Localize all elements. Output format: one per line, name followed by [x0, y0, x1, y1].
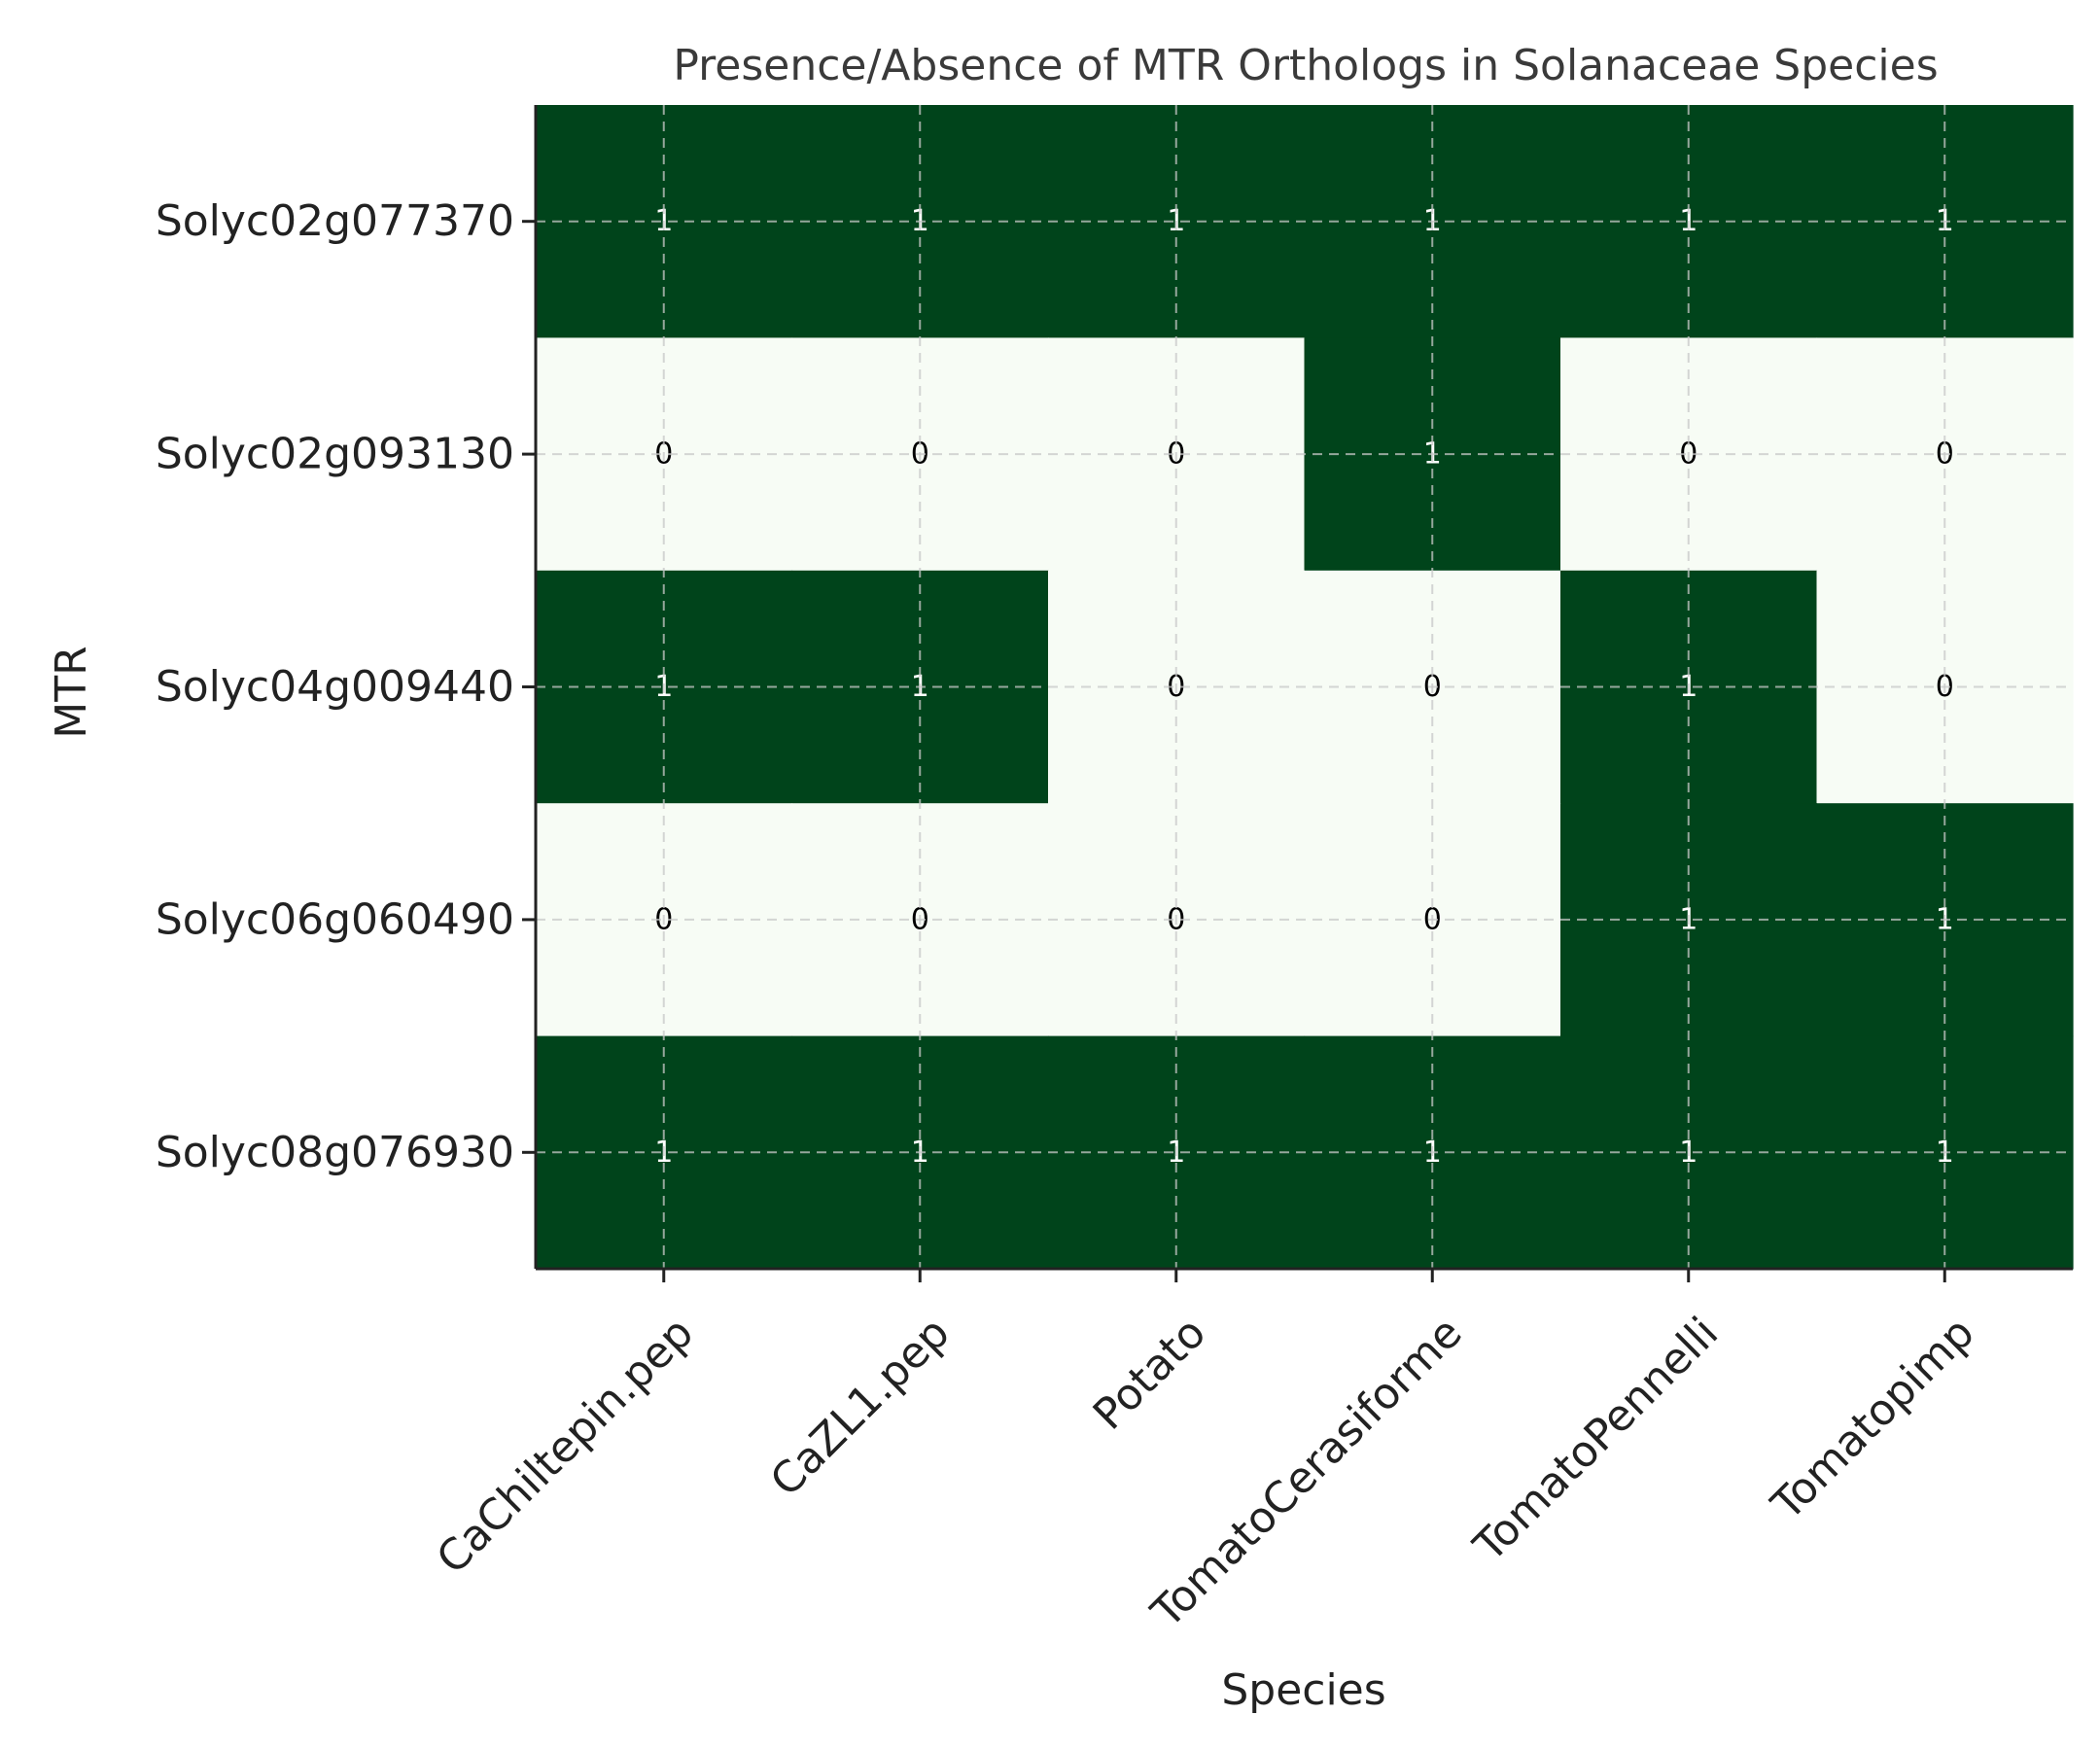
y-axis-ticks: Solyc02g077370 Solyc02g093130 Solyc04g0094… [156, 196, 536, 1177]
x-axis-ticks: CaChiltepin.pep CaZL1.pep PotatoTomatoCera… [428, 1269, 1984, 1638]
x-tick-label: TomatoPennelli [1464, 1308, 1728, 1571]
chart-title: Presence/Absence of MTR Orthologs in Sol… [673, 41, 1938, 90]
y-axis-label: MTR [47, 646, 96, 738]
x-tick-label: CaZL1.pep [761, 1308, 960, 1506]
y-tick-label: Solyc06g060490 [156, 894, 514, 944]
x-tick-label: CaChiltepin.pep [428, 1308, 704, 1584]
grid-lines [536, 105, 2073, 1269]
y-tick-label: Solyc02g093130 [156, 430, 514, 479]
x-axis-label: Species [1221, 1665, 1385, 1715]
x-tick-label: Tomatopimp [1762, 1308, 1984, 1530]
y-tick-label: Solyc08g076930 [156, 1128, 514, 1177]
y-tick-label: Solyc04g009440 [156, 662, 514, 712]
x-tick-label: Potato [1084, 1308, 1215, 1439]
y-tick-label: Solyc02g077370 [156, 196, 514, 246]
